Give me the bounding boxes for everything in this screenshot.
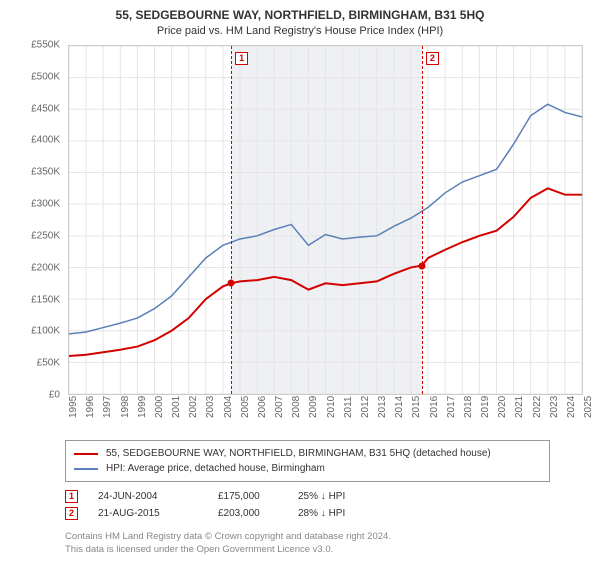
legend-item: 55, SEDGEBOURNE WAY, NORTHFIELD, BIRMING… [74,446,541,461]
x-tick-label: 2012 [360,396,371,418]
sale-row: 1 24-JUN-2004£175,00025% ↓ HPI [65,490,585,503]
y-tick-label: £300K [31,199,60,210]
x-tick-label: 2015 [411,396,422,418]
x-tick-label: 2004 [223,396,234,418]
x-tick-label: 2025 [583,396,594,418]
sale-marker-dot [228,280,235,287]
x-tick-label: 2023 [549,396,560,418]
legend-box: 55, SEDGEBOURNE WAY, NORTHFIELD, BIRMING… [65,440,550,482]
sale-date: 21-AUG-2015 [98,508,218,519]
x-tick-label: 2009 [308,396,319,418]
x-tick-label: 2003 [205,396,216,418]
y-tick-label: £550K [31,40,60,51]
y-tick-label: £350K [31,167,60,178]
x-tick-label: 2013 [377,396,388,418]
y-tick-label: £500K [31,71,60,82]
chart-title: 55, SEDGEBOURNE WAY, NORTHFIELD, BIRMING… [15,8,585,22]
y-tick-label: £0 [49,390,60,401]
y-tick-label: £450K [31,103,60,114]
x-tick-label: 1996 [85,396,96,418]
x-tick-label: 2022 [532,396,543,418]
x-tick-label: 1997 [102,396,113,418]
chart-container: 55, SEDGEBOURNE WAY, NORTHFIELD, BIRMING… [0,0,600,566]
x-tick-label: 1999 [137,396,148,418]
legend-label: HPI: Average price, detached house, Birm… [106,461,325,476]
y-tick-label: £50K [37,358,60,369]
x-tick-label: 2006 [257,396,268,418]
sale-price: £203,000 [218,508,298,519]
sale-marker-line [422,46,423,394]
x-tick-label: 2001 [171,396,182,418]
x-tick-label: 2005 [240,396,251,418]
y-tick-label: £250K [31,230,60,241]
x-tick-label: 1995 [68,396,79,418]
x-tick-label: 2000 [154,396,165,418]
sale-marker-badge: 1 [235,52,248,65]
y-tick-label: £400K [31,135,60,146]
x-tick-label: 2020 [497,396,508,418]
x-tick-label: 2024 [566,396,577,418]
x-tick-label: 2017 [446,396,457,418]
legend-swatch [74,453,98,455]
x-tick-label: 2008 [291,396,302,418]
y-tick-label: £150K [31,294,60,305]
sale-hpi-diff: 28% ↓ HPI [298,508,418,519]
legend-item: HPI: Average price, detached house, Birm… [74,461,541,476]
x-tick-label: 2021 [514,396,525,418]
footer-line-2: This data is licensed under the Open Gov… [65,543,585,556]
sale-marker-dot [418,262,425,269]
x-axis-labels: 1995 1996 1997 1998 1999 2000 2001 2002 2003 2004… [68,395,583,430]
x-tick-label: 2014 [394,396,405,418]
y-tick-label: £200K [31,262,60,273]
grid-area: 12 [68,45,583,395]
chart-svg [69,46,582,394]
x-tick-label: 2002 [188,396,199,418]
x-tick-label: 2010 [326,396,337,418]
legend-label: 55, SEDGEBOURNE WAY, NORTHFIELD, BIRMING… [106,446,491,461]
x-tick-label: 2011 [343,396,354,418]
x-tick-label: 2016 [429,396,440,418]
sale-row: 2 21-AUG-2015£203,00028% ↓ HPI [65,507,585,520]
sale-price: £175,000 [218,491,298,502]
y-tick-label: £100K [31,326,60,337]
y-axis-labels: £0£50K£100K£150K£200K£250K£300K£350K£400… [15,45,60,395]
x-tick-label: 2019 [480,396,491,418]
x-tick-label: 2018 [463,396,474,418]
legend-swatch [74,468,98,470]
plot-area: £0£50K£100K£150K£200K£250K£300K£350K£400… [23,45,583,395]
footer-attribution: Contains HM Land Registry data © Crown c… [65,530,585,556]
footer-line-1: Contains HM Land Registry data © Crown c… [65,530,585,543]
sale-marker-line [231,46,232,394]
sale-marker-badge: 2 [426,52,439,65]
sale-date: 24-JUN-2004 [98,491,218,502]
sales-table: 1 24-JUN-2004£175,00025% ↓ HPI 2 21-AUG-201… [15,490,585,520]
sale-badge: 2 [65,507,78,520]
chart-subtitle: Price paid vs. HM Land Registry's House … [15,25,585,37]
x-tick-label: 1998 [120,396,131,418]
sale-hpi-diff: 25% ↓ HPI [298,491,418,502]
x-tick-label: 2007 [274,396,285,418]
sale-badge: 1 [65,490,78,503]
